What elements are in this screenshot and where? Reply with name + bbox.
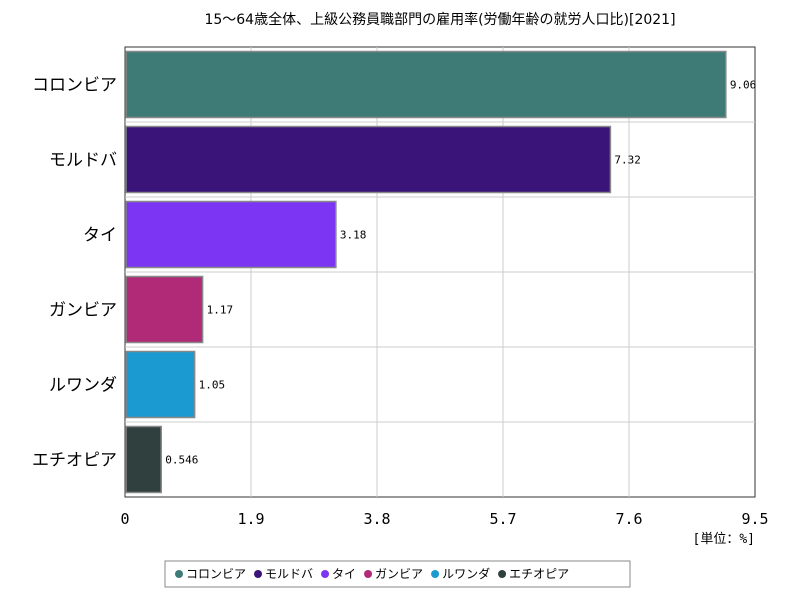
bar-6 [125, 425, 162, 494]
category-label: モルドバ [49, 151, 117, 171]
x-tick-label: 5.7 [489, 510, 516, 528]
chart-title: 15〜64歳全体、上級公務員職部門の雇用率(労働年齢の就労人口比)[2021] [204, 11, 675, 28]
bar-2 [125, 125, 612, 194]
legend-label: モルドバ [265, 567, 313, 581]
legend-label: タイ [332, 567, 356, 581]
x-axis-ticks: 0 1.9 3.8 5.7 7.6 9.5 [120, 510, 768, 528]
value-label: 9.06 [730, 79, 757, 92]
legend-label: ガンビア [375, 567, 423, 581]
legend-marker [364, 570, 373, 578]
x-tick-label: 3.8 [363, 510, 390, 528]
x-tick-label: 7.6 [615, 510, 642, 528]
x-tick-label: 9.5 [741, 510, 768, 528]
unit-label: [単位：%] [693, 531, 755, 547]
bar-5 [125, 350, 196, 419]
bars [125, 50, 727, 494]
legend-marker [431, 570, 440, 578]
legend-label: ルワンダ [442, 566, 490, 581]
legend-marker [498, 570, 507, 578]
legend-marker [175, 570, 183, 578]
category-label: ガンビア [49, 301, 117, 321]
category-label: タイ [83, 226, 117, 246]
category-label: エチオピア [32, 451, 117, 471]
legend: コロンビア モルドバ タイ ガンビア ルワンダ エチオピア [164, 560, 631, 588]
bar-4 [125, 275, 204, 344]
legend-marker [254, 570, 263, 578]
value-labels: 9.06 7.32 3.18 1.17 1.05 0.546 [165, 79, 756, 467]
category-label: ルワンダ [49, 376, 117, 396]
x-tick-label: 1.9 [237, 510, 264, 528]
value-label: 3.18 [340, 229, 367, 242]
bar-3 [125, 200, 337, 269]
gridlines [125, 47, 755, 497]
value-label: 7.32 [614, 154, 641, 167]
x-tick-label: 0 [120, 510, 129, 528]
value-label: 1.17 [207, 304, 234, 317]
bar-1 [125, 50, 727, 119]
legend-items: コロンビア モルドバ タイ ガンビア ルワンダ エチオピア [175, 566, 569, 581]
category-label: コロンビア [32, 76, 117, 96]
legend-box [164, 560, 631, 588]
legend-marker [321, 570, 330, 578]
value-label: 1.05 [199, 379, 226, 392]
legend-label: エチオピア [509, 567, 569, 581]
legend-label: コロンビア [186, 567, 246, 581]
value-label: 0.546 [165, 454, 198, 467]
